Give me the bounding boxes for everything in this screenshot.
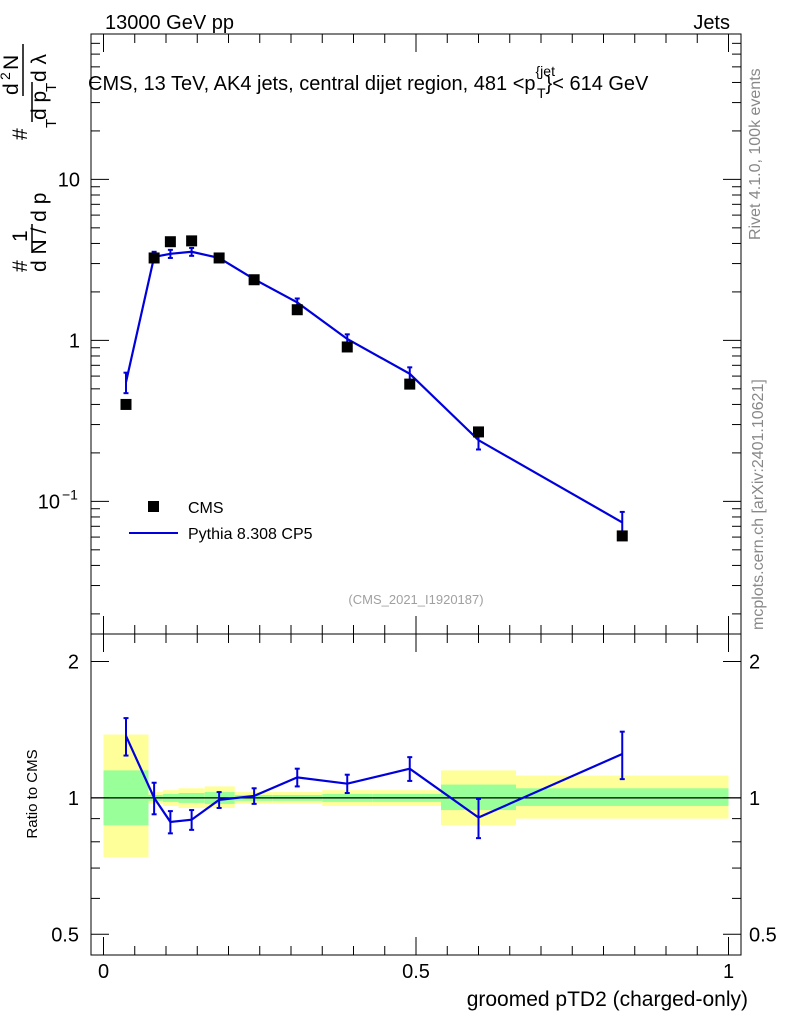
cms-data-point xyxy=(404,378,416,390)
main-y-tick-label: 10 xyxy=(38,491,60,513)
cms-data-point xyxy=(186,235,198,247)
ylabel-part-dlambda: d λ xyxy=(28,53,51,82)
cms-data-point xyxy=(291,304,303,316)
legend-cms-label: CMS xyxy=(188,500,224,517)
rivet-version-label: Rivet 4.1.0, 100k events xyxy=(747,68,764,240)
ratio-data-layer xyxy=(91,717,741,858)
x-tick-label: 0 xyxy=(98,961,109,983)
ylabel-part-sub2: T xyxy=(43,83,60,92)
cms-data-point xyxy=(164,236,176,248)
ratio-y-tick-label-left: 0.5 xyxy=(51,924,79,946)
plot-title: CMS, 13 TeV, AK4 jets, central dijet reg… xyxy=(88,63,649,101)
x-tick-label: 0.5 xyxy=(402,961,430,983)
ylabel-part-hash1: # xyxy=(9,260,32,272)
legend-cms-marker xyxy=(148,501,159,512)
cms-data-point xyxy=(120,398,132,410)
ratio-panel: 2 2 1 1 0.5 0.5 0 0.5 1 Ratio to CMS groomed pTD… xyxy=(24,633,777,1011)
header-left: 13000 GeV pp xyxy=(105,12,234,34)
ylabel-part-d: d xyxy=(0,83,23,95)
ratio-y-tick-label-right: 0.5 xyxy=(749,924,777,946)
ylabel-part-num1: 1 xyxy=(9,230,32,242)
header-right: Jets xyxy=(693,12,730,34)
main-data-layer xyxy=(120,235,628,542)
cms-data-point xyxy=(213,252,225,264)
x-axis-label: groomed pTD2 (charged-only) xyxy=(467,988,748,1011)
analysis-watermark: (CMS_2021_I1920187) xyxy=(348,592,483,607)
ratio-y-tick-label-right: 1 xyxy=(749,788,760,810)
mcplots-label: mcplots.cern.ch [arXiv:2401.10621] xyxy=(750,379,767,630)
ratio-axis-ticks: 2 2 1 1 0.5 0.5 0 0.5 1 xyxy=(51,634,777,983)
main-y-tick-label: 10 xyxy=(58,169,80,191)
pythia-curve xyxy=(124,250,623,524)
main-frame xyxy=(90,33,742,635)
ylabel-part-hash2: # xyxy=(9,128,32,140)
cms-data-point xyxy=(616,530,628,542)
ylabel-part-sub1: T xyxy=(43,119,60,128)
ratio-y-tick-label-right: 2 xyxy=(749,651,760,673)
cms-data-point xyxy=(148,252,160,264)
ylabel-part-den2: d p xyxy=(28,91,51,120)
ratio-y-tick-label-left: 2 xyxy=(68,651,79,673)
ratio-y-axis-label: Ratio to CMS xyxy=(24,749,41,838)
legend-pythia-label: Pythia 8.308 CP5 xyxy=(188,526,313,543)
main-y-tick-label: 1 xyxy=(69,330,80,352)
cms-data-point xyxy=(473,426,484,438)
main-y-axis-label: # 1 d N / d p T # d p T d 2 N d λ xyxy=(0,44,60,272)
ylabel-part-n: N xyxy=(0,55,23,70)
cms-data-point xyxy=(341,341,353,353)
ylabel-part-den1: d N / d p xyxy=(28,193,51,272)
x-tick-label: 1 xyxy=(723,961,734,983)
main-y-tick-label-exponent: −1 xyxy=(62,486,78,502)
ratio-y-tick-label-left: 1 xyxy=(68,788,79,810)
ylabel-part-exp: 2 xyxy=(0,72,13,80)
cms-data-point xyxy=(248,274,260,286)
ratio-band-inner xyxy=(516,788,729,806)
